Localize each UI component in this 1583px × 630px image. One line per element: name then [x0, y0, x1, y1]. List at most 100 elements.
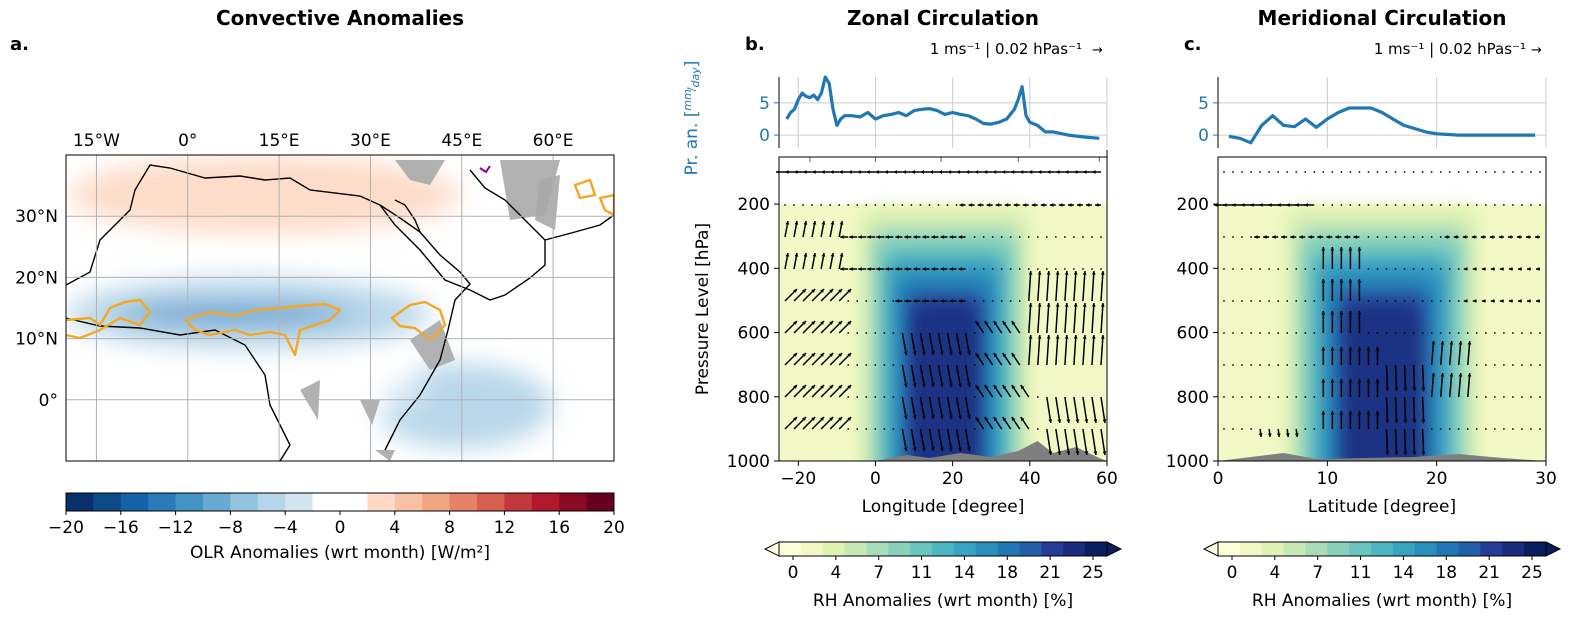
wind-vector: [1046, 334, 1050, 366]
wind-vector-dot: [1502, 428, 1505, 430]
wind-vector-head: [1526, 267, 1531, 271]
meridional-xlabel: Latitude [degree]: [1308, 497, 1456, 517]
wind-vector-head: [931, 267, 935, 271]
wind-vector-dot: [1241, 396, 1243, 398]
wind-vector-dot: [874, 396, 877, 398]
wind-vector-head: [1481, 267, 1486, 271]
wind-vector-head: [839, 221, 844, 225]
wind-vector-dot: [1091, 236, 1093, 238]
wind-vector-head: [1037, 170, 1042, 174]
colorbar-swatch: [367, 493, 396, 511]
wind-vector-head: [1471, 235, 1476, 239]
wind-vector-dot: [1286, 396, 1289, 398]
wind-vector: [1421, 364, 1425, 392]
wind-vector-head: [947, 170, 952, 174]
wind-vector-dot: [1313, 364, 1316, 366]
zonal-rh-colorbar: 0 4 7 11 14 18 21 25: [763, 541, 1123, 583]
ytick-label: 1000: [1166, 452, 1209, 472]
colorbar-swatch: [257, 493, 286, 511]
wind-vector-dot: [1530, 364, 1532, 366]
lat-tick-label: 0°: [39, 391, 58, 411]
wind-vector-dot: [1403, 236, 1406, 238]
wind-vector-dot: [1412, 204, 1415, 206]
wind-vector: [937, 364, 944, 388]
wind-vector-head: [975, 385, 980, 389]
wind-vector-dot: [1232, 300, 1234, 302]
wind-vector-head: [993, 385, 998, 389]
wind-vector-dot: [1385, 204, 1388, 206]
wind-vector-head: [829, 289, 834, 293]
wind-vector-dot: [1045, 268, 1048, 270]
wind-vector-dot: [1223, 396, 1225, 398]
wind-vector-dot: [1367, 204, 1370, 206]
wind-vector-dot: [1412, 300, 1415, 302]
wind-vector: [1073, 428, 1079, 456]
wind-vector-dot: [802, 204, 804, 206]
meridional-rh-heatmap: [1218, 204, 1546, 461]
wind-vector-dot: [1475, 204, 1478, 206]
colorbar-tick-label: −16: [103, 518, 139, 538]
colorbar-swatch: [1392, 542, 1416, 556]
wind-vector-head: [1002, 417, 1007, 421]
wind-vector-head: [904, 299, 908, 303]
wind-vector-dot: [874, 428, 877, 430]
wind-vector: [1073, 396, 1079, 424]
wind-vector-head: [1449, 341, 1454, 345]
wind-vector-dot: [1250, 332, 1252, 334]
colorbar-extend-low: [763, 541, 780, 557]
wind-vector-head: [829, 321, 834, 325]
wind-vector-head: [1281, 235, 1285, 239]
wind-vector-head: [1440, 373, 1445, 377]
wind-vector-dot: [1493, 171, 1496, 173]
zonal-colorbar-label: RH Anomalies (wrt month) [%]: [813, 591, 1073, 611]
wind-vector-head: [1517, 267, 1522, 271]
wind-vector: [1046, 428, 1052, 456]
wind-vector-dot: [1268, 268, 1271, 270]
wind-vector-head: [1057, 451, 1062, 455]
colorbar-swatch: [203, 493, 231, 511]
wind-vector-head: [811, 417, 816, 421]
wind-vector-dot: [1250, 300, 1252, 302]
wind-vector-head: [1366, 411, 1371, 415]
wind-vector: [928, 364, 935, 388]
wind-vector-head: [1308, 235, 1312, 239]
wind-vector-head: [1421, 419, 1426, 423]
wind-vector-head: [1480, 235, 1485, 239]
colorbar-tick-label: 14: [1393, 563, 1415, 583]
colorbar-swatch: [148, 493, 177, 511]
coastline: [394, 199, 421, 233]
colorbar-swatch: [932, 542, 955, 556]
wind-vector-dot: [1539, 364, 1541, 366]
wind-vector-dot: [1512, 332, 1514, 334]
wind-vector-head: [1499, 299, 1504, 303]
wind-vector-head: [1353, 235, 1357, 239]
wind-vector-head: [1002, 353, 1007, 357]
colorbar-tick-label: 7: [1312, 563, 1323, 583]
wind-vector-head: [949, 299, 954, 303]
wind-vector-head: [793, 321, 797, 325]
precip-axis-label: Pr. an. [mm/day]: [681, 61, 702, 176]
wind-vector-head: [948, 351, 953, 355]
wind-vector-head: [1028, 170, 1033, 174]
wind-vector-dot: [1475, 364, 1478, 366]
wind-vector-head: [1082, 303, 1087, 307]
wind-vector-dot: [1530, 204, 1532, 206]
wind-vector-head: [1467, 341, 1472, 345]
wind-vector-head: [785, 253, 790, 257]
wind-vector-dot: [1100, 268, 1102, 270]
wind-vector-dot: [1421, 332, 1424, 334]
wind-vector-head: [848, 170, 852, 174]
ytick-label: 600: [1177, 324, 1209, 344]
wind-vector: [937, 428, 944, 452]
wind-vector-head: [1040, 203, 1045, 207]
colorbar-swatch: [1327, 542, 1350, 556]
wind-vector-dot: [1448, 171, 1451, 173]
wind-vector-dot: [1493, 204, 1496, 206]
wind-vector-dot: [955, 204, 958, 206]
wind-vector-head: [939, 383, 944, 387]
wind-vector: [964, 364, 971, 388]
wind-vector-dot: [1018, 268, 1021, 270]
wind-vector-head: [1031, 203, 1036, 207]
wind-vector-dot: [1009, 236, 1012, 238]
